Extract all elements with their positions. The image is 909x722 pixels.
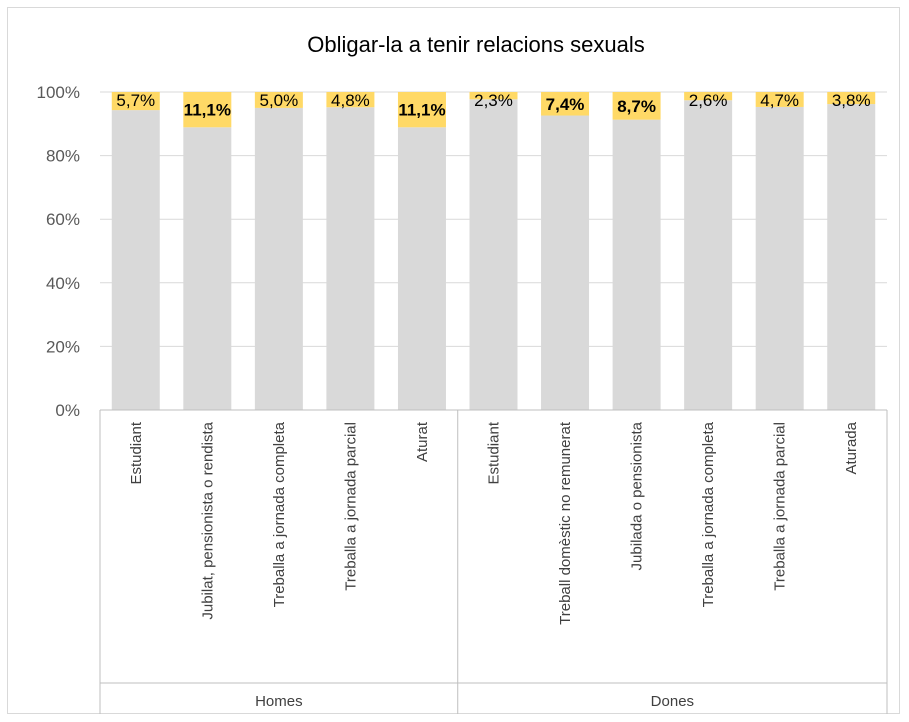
label-layer: 5,7% 11,1% 5,0% 4,8% 11,1% 2,3% 7,4% 8,7% 2,6% 4,…	[116, 91, 870, 120]
bar-segment-base	[397, 127, 446, 410]
x-category-label: Estudiant	[486, 421, 503, 484]
bar-segment-highlight	[684, 92, 733, 101]
y-tick-label: 80%	[46, 147, 80, 166]
x-category-label: Treball domèstic no remunerat	[557, 421, 574, 625]
x-category-label: Treballa a jornada completa	[700, 421, 717, 607]
bar-segment-base	[469, 99, 518, 411]
bar-segment-highlight	[326, 92, 375, 108]
data-label: 8,7%	[617, 97, 656, 116]
bar-segment-highlight	[469, 92, 518, 100]
data-label: 5,0%	[259, 91, 298, 110]
x-category-label: Aturada	[843, 421, 860, 474]
bar-segment-base	[755, 106, 804, 411]
bar-segment-base	[684, 100, 733, 410]
data-label: 11,1%	[398, 101, 445, 120]
y-tick-label: 0%	[55, 401, 80, 420]
y-tick-label: 60%	[46, 210, 80, 229]
data-label: 2,6%	[689, 91, 728, 110]
data-label: 4,8%	[331, 91, 370, 110]
x-category-label: Treballa a jornada completa	[271, 421, 288, 607]
x-category-label: Treballa a jornada parcial	[342, 422, 359, 591]
bar-segment-highlight	[827, 92, 876, 105]
data-label: 7,4%	[546, 95, 585, 114]
bar-segment-base	[612, 119, 661, 410]
bar-segment-base	[541, 115, 590, 411]
x-category-label: Estudiant	[128, 421, 145, 484]
x-category-label: Treballa a jornada parcial	[772, 422, 789, 591]
bar-segment-highlight	[111, 92, 160, 111]
y-tick-label: 20%	[46, 337, 80, 356]
x-category-label: Jubilada o pensionista	[629, 421, 646, 570]
y-tick-label: 40%	[46, 274, 80, 293]
y-tick-label: 100%	[37, 83, 80, 102]
bar-segment-base	[254, 107, 303, 411]
bar-segment-highlight	[755, 92, 804, 107]
x-category-label: Aturat	[414, 421, 431, 462]
bar-segment-highlight	[397, 92, 446, 128]
data-label: 4,7%	[760, 91, 799, 110]
axis-layer: 0% 20% 40% 60% 80% 100% Estudiant Jubilat, pens…	[37, 83, 888, 714]
bar-segment-highlight	[183, 92, 232, 128]
x-group-label: Dones	[651, 693, 694, 710]
bar-segment-highlight	[541, 92, 590, 116]
bar-segment-base	[326, 107, 375, 410]
data-label: 3,8%	[832, 91, 871, 110]
bar-segment-highlight	[612, 92, 661, 120]
data-label: 5,7%	[116, 91, 155, 110]
bar-segment-base	[111, 110, 160, 410]
bar-segment-highlight	[254, 92, 303, 108]
data-label: 2,3%	[474, 91, 513, 110]
data-label: 11,1%	[184, 101, 231, 120]
bar-segment-base	[183, 127, 232, 410]
chart-title: Obligar-la a tenir relacions sexuals	[307, 32, 645, 57]
bar-layer	[111, 92, 876, 411]
x-group-label: Homes	[255, 693, 303, 710]
x-category-label: Jubilat, pensionista o rendista	[199, 421, 216, 619]
bar-segment-base	[827, 104, 876, 411]
